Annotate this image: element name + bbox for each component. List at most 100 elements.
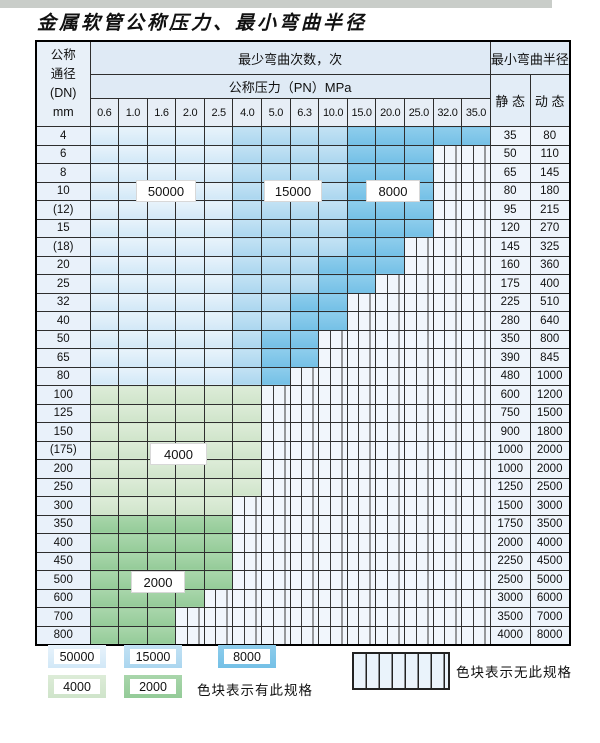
static-radius-cell: 80 [489, 181, 531, 201]
table-row-dn-350: 350 1750 3500 [35, 514, 571, 534]
no-spec-cell [346, 459, 377, 479]
no-spec-cell [261, 477, 291, 497]
no-spec-cell [432, 477, 463, 497]
no-spec-cell [318, 588, 348, 608]
cycle-cell-8000 [318, 274, 348, 294]
cycle-cell-2000 [146, 625, 177, 645]
no-spec-cell [232, 551, 263, 571]
no-spec-cell [432, 181, 463, 201]
cycles-count-label-50000: 50000 [136, 180, 196, 202]
no-spec-cell [318, 570, 348, 590]
cycle-cell-15000 [232, 163, 263, 183]
cycle-cell-8000 [432, 126, 463, 146]
cycle-cell-2000 [89, 607, 120, 627]
table-row-dn-500: 500 2500 5000 [35, 570, 571, 590]
no-spec-cell [432, 440, 463, 460]
dn-cell: (12) [35, 200, 91, 220]
no-spec-cell [261, 422, 291, 442]
no-spec-cell [318, 625, 348, 645]
cycle-cell-8000 [375, 218, 406, 238]
cycle-cell-4000 [118, 422, 148, 442]
no-spec-cell [346, 292, 377, 312]
static-radius-cell: 750 [489, 403, 531, 423]
table-row-dn-150: 150 900 1800 [35, 422, 571, 442]
cycle-cell-4000 [203, 459, 234, 479]
cycle-cell-50000 [146, 311, 177, 331]
cycle-cell-50000 [203, 163, 234, 183]
cycle-cell-4000 [232, 403, 263, 423]
cycle-cell-8000 [289, 292, 320, 312]
cycle-cell-4000 [232, 422, 263, 442]
no-spec-cell [375, 477, 406, 497]
no-spec-cell [175, 607, 205, 627]
no-spec-cell [232, 533, 263, 553]
cycle-cell-50000 [175, 348, 205, 368]
dynamic-radius-cell: 845 [529, 348, 571, 368]
static-radius-cell: 175 [489, 274, 531, 294]
dn-cell: 250 [35, 477, 91, 497]
cycle-cell-2000 [118, 625, 148, 645]
no-spec-cell [461, 348, 491, 368]
cycle-cell-15000 [261, 292, 291, 312]
cycle-cell-4000 [232, 440, 263, 460]
no-spec-cell [404, 477, 434, 497]
no-spec-cell [404, 274, 434, 294]
static-radius-cell: 35 [489, 126, 531, 146]
table-row-dn-20: 20 160 360 [35, 255, 571, 275]
cycle-cell-4000 [146, 422, 177, 442]
cycle-cell-50000 [146, 218, 177, 238]
cycle-cell-50000 [203, 237, 234, 257]
static-radius-cell: 350 [489, 329, 531, 349]
no-spec-cell [346, 570, 377, 590]
cycle-cell-50000 [118, 218, 148, 238]
cycles-count-label-8000: 8000 [366, 180, 420, 202]
dn-cell: 8 [35, 163, 91, 183]
no-spec-cell [232, 607, 263, 627]
no-spec-cell [432, 200, 463, 220]
cycle-cell-8000 [404, 200, 434, 220]
no-spec-cell [432, 551, 463, 571]
dynamic-radius-cell: 510 [529, 292, 571, 312]
no-spec-cell [404, 514, 434, 534]
static-radius-cell: 120 [489, 218, 531, 238]
cycle-cell-2000 [89, 588, 120, 608]
cycle-cell-8000 [375, 237, 406, 257]
cycle-cell-50000 [175, 218, 205, 238]
cycle-cell-15000 [318, 126, 348, 146]
cycle-cell-8000 [261, 366, 291, 386]
no-spec-cell [461, 514, 491, 534]
cycle-cell-4000 [89, 477, 120, 497]
cycle-cell-50000 [118, 329, 148, 349]
table-row-dn-700: 700 3500 7000 [35, 607, 571, 627]
cycle-cell-2000 [203, 551, 234, 571]
cycle-cell-50000 [89, 126, 120, 146]
dn-cell: 80 [35, 366, 91, 386]
no-spec-cell [318, 329, 348, 349]
table-row-dn-4: 4 35 80 [35, 126, 571, 146]
legend-swatch-label: 15000 [130, 649, 176, 664]
scan-edge-strip [0, 0, 552, 8]
static-radius-cell: 145 [489, 237, 531, 257]
cycle-cell-2000 [146, 607, 177, 627]
no-spec-cell [461, 551, 491, 571]
cycle-cell-50000 [203, 126, 234, 146]
dynamic-radius-cell: 270 [529, 218, 571, 238]
dynamic-header: 动 态 [529, 74, 571, 127]
dn-cell: 600 [35, 588, 91, 608]
legend-swatch-8000: 8000 [218, 645, 276, 668]
cycle-cell-50000 [203, 292, 234, 312]
cycle-cell-4000 [175, 403, 205, 423]
no-spec-cell [432, 570, 463, 590]
cycle-cell-50000 [203, 348, 234, 368]
cycle-cell-50000 [118, 274, 148, 294]
no-spec-cell [346, 551, 377, 571]
no-spec-cell [461, 163, 491, 183]
no-spec-cell [346, 477, 377, 497]
cycle-cell-50000 [146, 348, 177, 368]
no-spec-cell [432, 237, 463, 257]
dynamic-radius-cell: 3500 [529, 514, 571, 534]
no-spec-cell [289, 551, 320, 571]
cycle-cell-8000 [346, 218, 377, 238]
no-spec-cell [461, 625, 491, 645]
static-radius-cell: 65 [489, 163, 531, 183]
